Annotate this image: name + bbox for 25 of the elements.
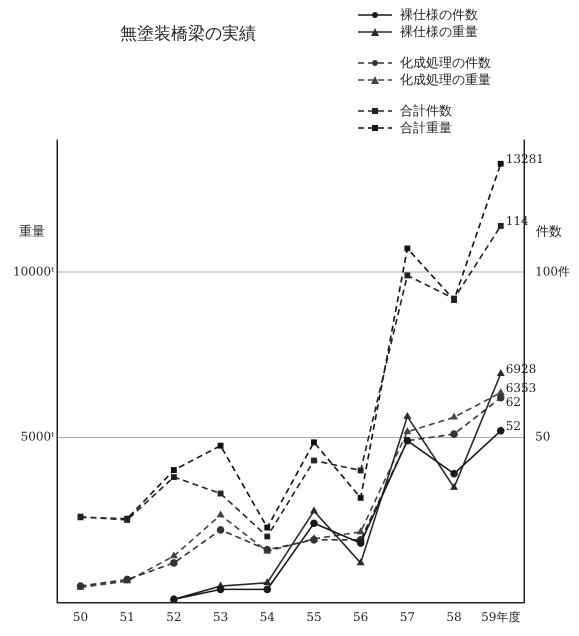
legend-label: 化成処理の重量 bbox=[400, 72, 491, 88]
x-tick-label: 57 bbox=[400, 610, 415, 624]
y2-tick-label: 100件 bbox=[535, 264, 570, 278]
y-axis-title: 重量 bbox=[19, 224, 46, 240]
x-tick-label: 53 bbox=[212, 610, 228, 624]
data-label: 52 bbox=[506, 418, 522, 433]
legend-label: 裸仕様の重量 bbox=[400, 24, 478, 40]
y-tick-label: 10000ᵗ bbox=[12, 264, 54, 278]
x-tick-label: 52 bbox=[166, 610, 182, 624]
legend-label: 裸仕様の件数 bbox=[400, 6, 478, 24]
data-label: 62 bbox=[506, 394, 522, 409]
legend-label: 合計重量 bbox=[400, 120, 452, 136]
x-tick-label: 58 bbox=[446, 610, 462, 624]
x-tick-label: 59年度 bbox=[481, 610, 520, 624]
legend-label: 化成処理の件数 bbox=[400, 54, 491, 72]
x-tick-label: 54 bbox=[260, 610, 276, 624]
chart-title: 無塗装橋梁の実績 bbox=[120, 23, 256, 45]
x-tick-label: 55 bbox=[306, 610, 322, 624]
x-tick-label: 56 bbox=[353, 610, 368, 624]
x-tick-label: 50 bbox=[72, 610, 88, 624]
y-tick-label: 5000ᵗ bbox=[20, 430, 54, 444]
legend-label: 合計件数 bbox=[400, 102, 452, 120]
y2-tick-label: 50 bbox=[535, 430, 550, 444]
y2-axis-title: 件数 bbox=[536, 224, 562, 240]
x-tick-label: 51 bbox=[120, 610, 135, 624]
